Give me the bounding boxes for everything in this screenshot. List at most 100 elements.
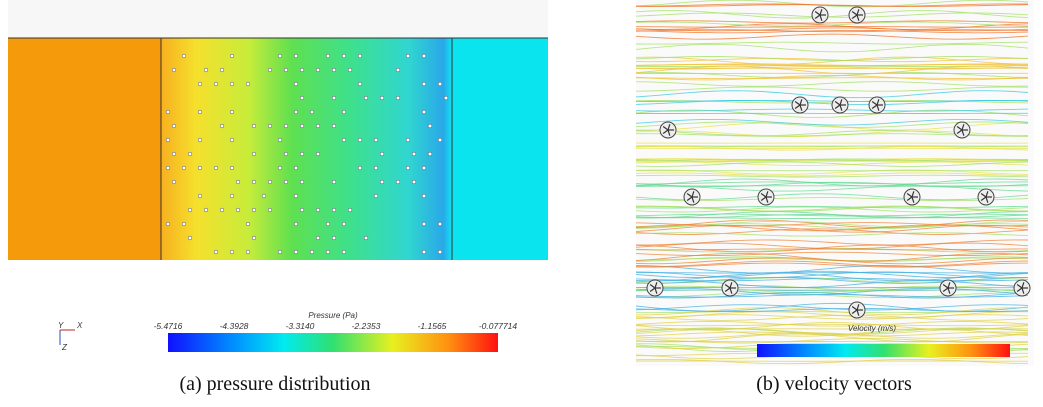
turbine-marker bbox=[294, 194, 298, 198]
turbine-marker bbox=[252, 124, 256, 128]
turbine-marker bbox=[294, 110, 298, 114]
turbine-marker bbox=[172, 180, 176, 184]
turbine-marker bbox=[342, 138, 346, 142]
turbine-marker bbox=[412, 152, 416, 156]
turbine-marker bbox=[300, 124, 304, 128]
turbine-marker bbox=[438, 138, 442, 142]
turbine-marker bbox=[236, 208, 240, 212]
turbine-marker bbox=[166, 110, 170, 114]
turbine-marker bbox=[300, 152, 304, 156]
turbine-marker bbox=[438, 82, 442, 86]
turbine-marker bbox=[214, 166, 218, 170]
turbine-marker bbox=[230, 82, 234, 86]
turbine-marker bbox=[332, 180, 336, 184]
turbine-marker bbox=[374, 138, 378, 142]
tick-label: -2.2353 bbox=[352, 321, 381, 331]
turbine-marker bbox=[332, 124, 336, 128]
turbine-marker bbox=[380, 96, 384, 100]
turbine-marker bbox=[422, 222, 426, 226]
turbine-marker bbox=[246, 250, 250, 254]
turbine-marker bbox=[198, 110, 202, 114]
turbine-marker bbox=[268, 208, 272, 212]
turbine-marker bbox=[342, 250, 346, 254]
turbine-marker bbox=[342, 110, 346, 114]
turbine-marker bbox=[284, 152, 288, 156]
turbine-marker bbox=[278, 54, 282, 58]
turbine-marker bbox=[214, 250, 218, 254]
axis-triad: Y X Z bbox=[58, 321, 83, 352]
turbine-marker bbox=[252, 236, 256, 240]
turbine-marker bbox=[422, 250, 426, 254]
turbine-marker bbox=[406, 138, 410, 142]
turbine-marker bbox=[348, 208, 352, 212]
turbine-marker bbox=[428, 152, 432, 156]
turbine-marker bbox=[300, 180, 304, 184]
turbine-marker bbox=[230, 138, 234, 142]
turbine-marker bbox=[422, 110, 426, 114]
turbine-marker bbox=[348, 68, 352, 72]
turbine-marker bbox=[246, 222, 250, 226]
caption: (a) pressure distribution bbox=[179, 373, 370, 395]
turbine-marker bbox=[310, 110, 314, 114]
turbine-marker bbox=[294, 82, 298, 86]
turbine-marker bbox=[358, 138, 362, 142]
turbine-marker bbox=[438, 250, 442, 254]
turbine-marker bbox=[300, 96, 304, 100]
turbine-marker bbox=[172, 68, 176, 72]
turbine-marker bbox=[204, 208, 208, 212]
turbine-marker bbox=[214, 82, 218, 86]
turbine-marker bbox=[412, 180, 416, 184]
turbine-marker bbox=[284, 124, 288, 128]
turbine-marker bbox=[294, 166, 298, 170]
turbine-marker bbox=[220, 68, 224, 72]
turbine-marker bbox=[326, 250, 330, 254]
turbine-marker bbox=[422, 194, 426, 198]
turbine-marker bbox=[332, 68, 336, 72]
turbine-marker bbox=[172, 152, 176, 156]
turbine-marker bbox=[252, 152, 256, 156]
turbine-marker bbox=[406, 166, 410, 170]
turbine-marker bbox=[374, 194, 378, 198]
turbine-marker bbox=[230, 250, 234, 254]
turbine-marker bbox=[380, 180, 384, 184]
axis-label: X bbox=[76, 321, 83, 330]
turbine-marker bbox=[284, 180, 288, 184]
turbine-marker bbox=[182, 54, 186, 58]
turbine-marker bbox=[198, 138, 202, 142]
turbine-marker bbox=[198, 194, 202, 198]
turbine-marker bbox=[428, 124, 432, 128]
turbine-marker bbox=[316, 124, 320, 128]
turbine-marker bbox=[188, 152, 192, 156]
turbine-marker bbox=[230, 110, 234, 114]
turbine-marker bbox=[294, 250, 298, 254]
caption: (b) velocity vectors bbox=[756, 373, 912, 395]
turbine-marker bbox=[230, 194, 234, 198]
turbine-marker bbox=[358, 82, 362, 86]
turbine-marker bbox=[358, 54, 362, 58]
turbine-marker bbox=[300, 208, 304, 212]
turbine-marker bbox=[316, 208, 320, 212]
colorbar-ticks: -5.4716-4.3928-3.3140-2.2353-1.1565-0.07… bbox=[154, 321, 518, 331]
turbine-marker bbox=[278, 166, 282, 170]
turbine-marker bbox=[188, 236, 192, 240]
turbine-marker bbox=[342, 222, 346, 226]
turbine-marker bbox=[332, 236, 336, 240]
turbine-marker bbox=[294, 222, 298, 226]
turbine-marker bbox=[310, 250, 314, 254]
turbine-marker bbox=[406, 54, 410, 58]
inlet-region bbox=[8, 38, 161, 260]
turbine-marker bbox=[374, 166, 378, 170]
turbine-marker bbox=[316, 152, 320, 156]
turbine-marker bbox=[316, 236, 320, 240]
turbine-marker bbox=[278, 250, 282, 254]
turbine-marker bbox=[268, 180, 272, 184]
turbine-marker bbox=[364, 236, 368, 240]
turbine-marker bbox=[188, 208, 192, 212]
colorbar bbox=[168, 333, 498, 352]
tick-label: -0.077714 bbox=[479, 321, 518, 331]
turbine-marker bbox=[220, 208, 224, 212]
turbine-marker bbox=[252, 208, 256, 212]
colorbar-title: Velocity (m/s) bbox=[848, 324, 896, 333]
turbine-marker bbox=[316, 68, 320, 72]
axis-label: Z bbox=[61, 343, 68, 352]
